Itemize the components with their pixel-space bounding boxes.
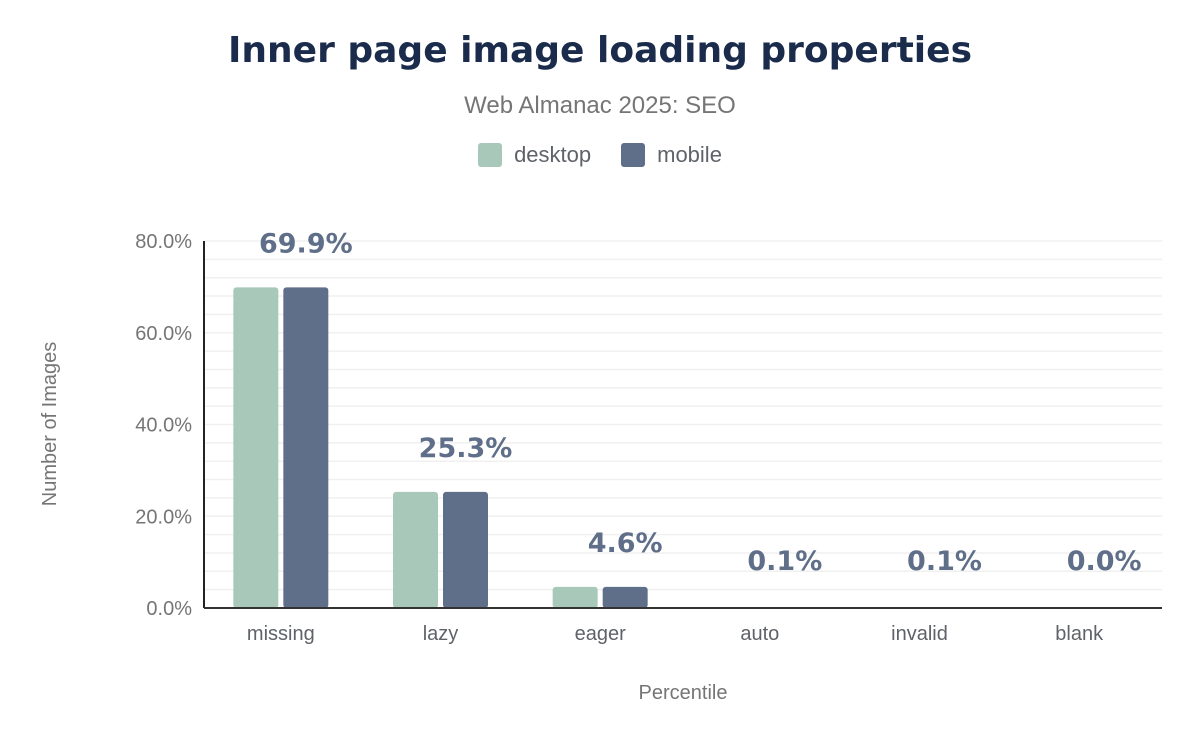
data-label: 0.1%: [907, 546, 982, 577]
legend-item-desktop[interactable]: desktop: [478, 142, 591, 168]
y-tick-label: 60.0%: [135, 323, 192, 345]
data-label: 0.0%: [1067, 546, 1142, 577]
legend-swatch-desktop: [478, 143, 503, 167]
x-tick-label: missing: [247, 623, 315, 645]
bar-desktop-missing: [233, 287, 279, 608]
x-tick-label: lazy: [423, 623, 459, 645]
legend-label: desktop: [514, 142, 592, 167]
x-tick-label: blank: [1055, 623, 1104, 645]
legend-item-mobile[interactable]: mobile: [621, 142, 722, 168]
chart-subtitle: Web Almanac 2025: SEO: [464, 92, 736, 119]
x-tick-label: auto: [740, 623, 779, 645]
chart-title: Inner page image loading properties: [228, 30, 972, 71]
x-tick-label: eager: [575, 623, 626, 645]
bar-mobile-lazy: [443, 491, 488, 608]
data-label: 0.1%: [747, 546, 822, 577]
bar-mobile-eager: [602, 586, 648, 608]
legend: desktop mobile: [0, 142, 1200, 168]
legend-swatch-mobile: [621, 143, 646, 167]
y-tick-label: 40.0%: [135, 415, 192, 437]
data-label: 25.3%: [419, 433, 513, 464]
y-tick-label: 20.0%: [135, 506, 192, 528]
y-axis-title: Number of Images: [39, 342, 61, 507]
y-tick-label: 0.0%: [146, 598, 192, 620]
data-label: 4.6%: [588, 528, 663, 559]
x-axis-title: Percentile: [639, 682, 728, 704]
bar-mobile-missing: [283, 287, 329, 608]
x-tick-label: invalid: [891, 623, 948, 645]
bar-desktop-lazy: [393, 491, 438, 608]
data-label: 69.9%: [259, 228, 353, 259]
bar-desktop-eager: [552, 586, 598, 608]
legend-label: mobile: [657, 142, 722, 167]
y-tick-label: 80.0%: [135, 231, 192, 253]
